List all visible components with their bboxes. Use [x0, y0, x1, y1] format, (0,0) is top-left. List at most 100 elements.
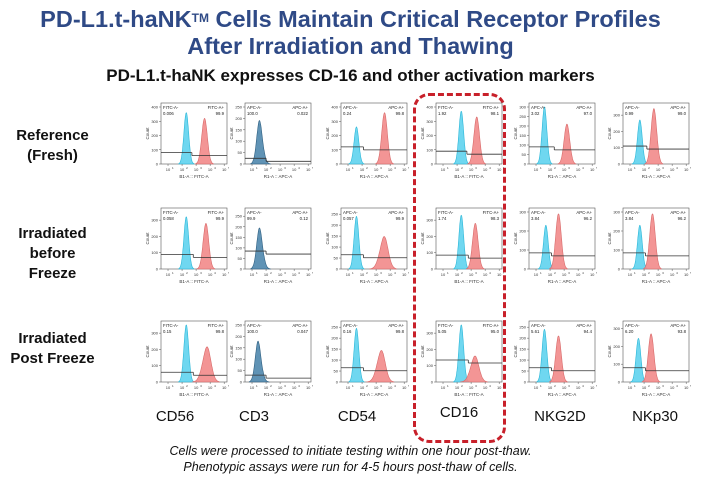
x-tick-exponent: 1 — [256, 166, 258, 170]
positive-gate-label: APC-A+ — [388, 210, 404, 215]
x-tick-exponent: 3 — [380, 384, 382, 388]
x-tick-exponent: 1 — [447, 271, 449, 275]
x-tick-label: 10 — [346, 385, 351, 390]
x-tick-exponent: 5 — [503, 166, 504, 170]
x-tick-label: 10 — [469, 167, 474, 172]
y-tick-label: 200 — [519, 124, 526, 129]
x-tick-exponent: 2 — [461, 384, 463, 388]
y-tick-label: 400 — [331, 105, 338, 110]
positive-percent: 99.8 — [396, 329, 405, 334]
x-tick-exponent: 5 — [690, 166, 691, 170]
x-tick-exponent: 2 — [461, 271, 463, 275]
y-tick-label: 0 — [336, 380, 339, 385]
y-tick-label: 200 — [331, 223, 338, 228]
histogram-negative — [178, 112, 195, 165]
negative-gate-label: APC-A- — [625, 105, 640, 110]
plot-frame — [340, 102, 408, 165]
positive-percent: 96.2 — [584, 216, 593, 221]
y-tick-label: 100 — [151, 363, 158, 368]
positive-gate-label: FITC-A+ — [483, 210, 500, 215]
y-tick-label: 200 — [426, 234, 433, 239]
x-tick-label: 10 — [208, 272, 213, 277]
y-tick-label: 0 — [618, 162, 621, 167]
y-tick-label: 100 — [331, 147, 338, 152]
x-tick-label: 10 — [441, 272, 446, 277]
y-tick-label: 0 — [431, 380, 434, 385]
positive-percent: 99.9 — [216, 111, 225, 116]
x-tick-label: 10 — [670, 272, 675, 277]
x-tick-label: 10 — [264, 272, 269, 277]
x-tick-exponent: 4 — [214, 166, 216, 170]
histogram-negative — [178, 324, 195, 383]
x-tick-exponent: 2 — [648, 166, 650, 170]
y-tick-label: 300 — [519, 105, 526, 110]
y-tick-label: 0 — [240, 380, 243, 385]
y-tick-label: 100 — [331, 358, 338, 363]
x-tick-exponent: 4 — [582, 166, 584, 170]
y-tick-label: 300 — [151, 218, 158, 223]
x-axis-label: R1-A :: APC-A — [642, 174, 671, 179]
negative-gate-label: FITC-A- — [438, 105, 454, 110]
row-label-reference: Reference (Fresh) — [0, 126, 105, 166]
x-tick-exponent: 3 — [475, 384, 477, 388]
negative-gate-label: APC-A- — [343, 210, 358, 215]
column-label-cd16: CD16 — [439, 404, 479, 421]
negative-gate-label: APC-A- — [247, 210, 262, 215]
title-rest: Cells Maintain Critical Receptor Profile… — [208, 6, 661, 32]
positive-gate-label: APC-A+ — [576, 323, 592, 328]
y-tick-label: 100 — [151, 250, 158, 255]
histogram-svg: 0100200300400Count101102103104105B1-A ::… — [145, 102, 229, 179]
y-tick-label: 200 — [613, 129, 620, 134]
negative-percent: 0.24 — [343, 111, 352, 116]
x-tick-label: 10 — [628, 385, 633, 390]
positive-percent: 96.2 — [678, 216, 687, 221]
x-tick-exponent: 4 — [582, 384, 584, 388]
x-tick-exponent: 4 — [676, 271, 678, 275]
negative-gate-label: APC-A- — [531, 323, 546, 328]
x-tick-label: 10 — [194, 167, 199, 172]
histogram-panel: 0100200300Count101102103104105R1-A :: AP… — [607, 318, 691, 404]
x-tick-label: 10 — [250, 385, 255, 390]
x-tick-exponent: 5 — [228, 271, 229, 275]
y-tick-label: 250 — [331, 212, 338, 217]
histogram-panel: 0100200300400Count101102103104105B1-A ::… — [145, 100, 229, 186]
histogram-negative — [348, 327, 365, 383]
x-tick-exponent: 3 — [568, 166, 570, 170]
title-main: PD-L1.t-haNK — [40, 6, 192, 32]
y-tick-label: 300 — [426, 119, 433, 124]
histogram-positive — [644, 108, 664, 165]
y-tick-label: 200 — [151, 347, 158, 352]
x-axis-label: R1-A :: APC-A — [264, 174, 293, 179]
x-tick-exponent: 5 — [596, 271, 597, 275]
x-tick-label: 10 — [441, 385, 446, 390]
x-tick-exponent: 2 — [366, 166, 368, 170]
x-tick-label: 10 — [642, 272, 647, 277]
y-tick-label: 200 — [235, 334, 242, 339]
x-tick-label: 10 — [166, 167, 171, 172]
x-axis-label: R1-A :: APC-A — [548, 174, 577, 179]
x-axis-label: B1-A :: FITC-A — [179, 392, 208, 397]
column-label-cd54: CD54 — [337, 408, 377, 425]
x-tick-exponent: 4 — [582, 271, 584, 275]
histogram-positive — [641, 333, 661, 383]
histogram-svg: 050100150200250Count101102103104105R1-A … — [325, 320, 409, 397]
y-tick-label: 0 — [336, 267, 339, 272]
trademark-superscript: TM — [191, 11, 209, 25]
x-tick-label: 10 — [360, 385, 365, 390]
x-tick-label: 10 — [292, 272, 297, 277]
x-tick-exponent: 2 — [270, 271, 272, 275]
y-tick-label: 0 — [524, 162, 527, 167]
y-tick-label: 100 — [519, 248, 526, 253]
x-tick-exponent: 2 — [648, 384, 650, 388]
x-tick-label: 10 — [278, 272, 283, 277]
title-line-2: After Irradiation and Thawing — [187, 33, 514, 59]
positive-percent: 95.0 — [491, 329, 500, 334]
x-tick-exponent: 4 — [214, 271, 216, 275]
histogram-svg: 0100200300Count101102103104105R1-A :: AP… — [607, 207, 691, 284]
x-tick-exponent: 3 — [662, 166, 664, 170]
x-tick-exponent: 5 — [503, 384, 504, 388]
positive-percent: 98.3 — [491, 216, 500, 221]
x-tick-label: 10 — [483, 385, 488, 390]
x-tick-exponent: 5 — [408, 384, 409, 388]
y-tick-label: 250 — [331, 325, 338, 330]
